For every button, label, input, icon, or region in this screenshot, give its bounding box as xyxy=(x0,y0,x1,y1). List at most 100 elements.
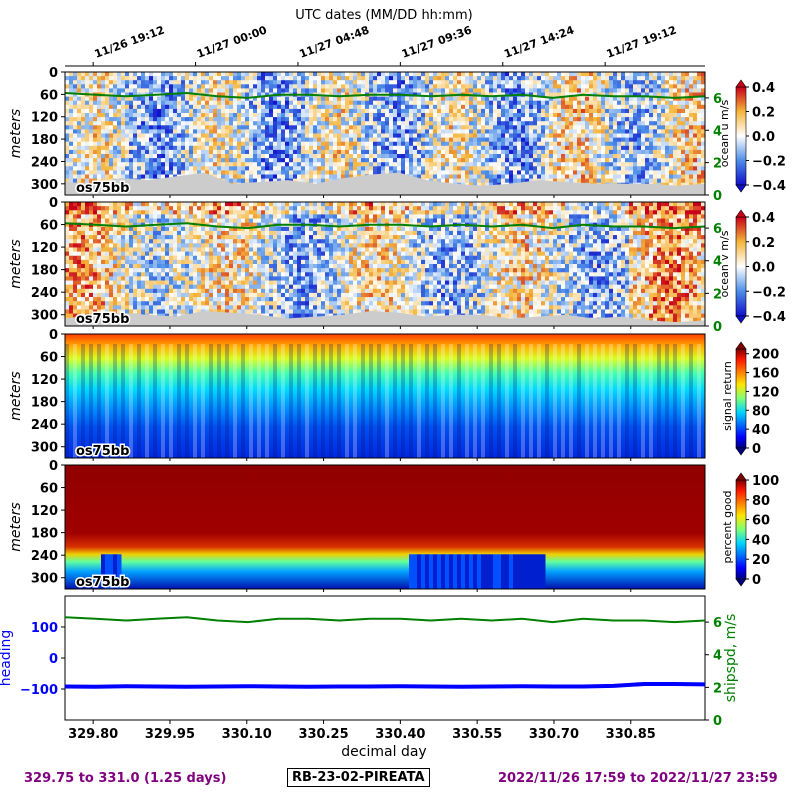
panel-u-cell xyxy=(589,84,594,89)
panel-u-cell xyxy=(641,109,646,114)
panel-u-cell xyxy=(573,125,578,130)
panel-u-cell xyxy=(489,134,494,139)
panel-u-cell xyxy=(169,142,174,147)
panel-u-cell xyxy=(341,113,346,118)
panel-u-cell xyxy=(581,134,586,139)
panel-u-cell xyxy=(125,129,130,134)
panel-v-cell xyxy=(65,235,70,240)
panel-u-cell xyxy=(397,125,402,130)
panel-u-cell xyxy=(597,84,602,89)
top-tick-label-5: 11/27 19:12 xyxy=(605,23,678,60)
panel-u-cell xyxy=(585,142,590,147)
panel-u-cell xyxy=(369,121,374,126)
panel-u-cell xyxy=(197,125,202,130)
panel-u-cell xyxy=(613,179,618,184)
panel-u-cell xyxy=(225,175,230,180)
panel-u-cell xyxy=(241,146,246,151)
panel-u-cell xyxy=(229,150,234,155)
panel-u-cell xyxy=(405,88,410,93)
panel-u-cell xyxy=(397,121,402,126)
panel-u-cell xyxy=(77,129,82,134)
panel-u-cell xyxy=(97,76,102,81)
panel-u-cell xyxy=(109,158,114,163)
panel-u-cell xyxy=(657,88,662,93)
panel-u-cell xyxy=(477,125,482,130)
panel-u-cell xyxy=(153,113,158,118)
panel-u-cell xyxy=(233,113,238,118)
panel-u-cell xyxy=(85,129,90,134)
panel-u-cell xyxy=(289,158,294,163)
panel-u-cell xyxy=(485,154,490,159)
panel-u-cell xyxy=(297,101,302,106)
panel-u-cell xyxy=(169,146,174,151)
panel-u-cell xyxy=(285,142,290,147)
panel-u-cell xyxy=(641,80,646,85)
panel-u-cell xyxy=(493,129,498,134)
panel-u-cell xyxy=(441,72,446,77)
panel-u-cell xyxy=(209,109,214,114)
panel-u-cell xyxy=(81,117,86,122)
panel-u-cell xyxy=(617,154,622,159)
panel-u-cell xyxy=(605,162,610,167)
panel-u-cell xyxy=(253,175,258,180)
panel-u-cell xyxy=(545,158,550,163)
panel-u-cell xyxy=(201,142,206,147)
panel-u-cell xyxy=(449,175,454,180)
panel-u-cell xyxy=(305,162,310,167)
panel-u-cell xyxy=(669,129,674,134)
panel-u-cell xyxy=(621,134,626,139)
panel-u-cell xyxy=(361,138,366,143)
panel-u-cell xyxy=(633,142,638,147)
panel-u-cell xyxy=(121,146,126,151)
panel-u-cell xyxy=(657,72,662,77)
panel-u-cell xyxy=(337,129,342,134)
panel-u-cell xyxy=(309,117,314,122)
panel-u-cell xyxy=(201,113,206,118)
panel-u-cell xyxy=(225,109,230,114)
panel-u-cell xyxy=(253,72,258,77)
panel-u-cell xyxy=(109,166,114,171)
panel-u-cell xyxy=(245,84,250,89)
panel-u-cell xyxy=(81,138,86,143)
panel-u-cell xyxy=(465,125,470,130)
panel-u-cell xyxy=(297,97,302,102)
panel-u-cell xyxy=(501,162,506,167)
panel-u-cell xyxy=(417,170,422,175)
panel-u-cell xyxy=(437,154,442,159)
panel-u-cell xyxy=(297,170,302,175)
panel-u-cell xyxy=(373,158,378,163)
panel-u-cell xyxy=(353,121,358,126)
panel-u-cell xyxy=(149,129,154,134)
panel-u-cell xyxy=(445,175,450,180)
panel-u-cell xyxy=(377,117,382,122)
panel-u-cell xyxy=(653,88,658,93)
panel-u-cell xyxy=(389,109,394,114)
panel-u-cell xyxy=(433,170,438,175)
panel-u-colorbar-min-arrow xyxy=(736,185,746,192)
panel-u-cell xyxy=(129,170,134,175)
panel-u-cell xyxy=(557,154,562,159)
panel-u-cell xyxy=(81,80,86,85)
panel-u-cell xyxy=(613,138,618,143)
panel-u-cell xyxy=(313,80,318,85)
panel-u-cell xyxy=(289,129,294,134)
panel-u-cell xyxy=(209,88,214,93)
panel-u-cell xyxy=(465,88,470,93)
panel-u-cell xyxy=(189,146,194,151)
panel-u-cell xyxy=(625,170,630,175)
panel-u-cell xyxy=(89,150,94,155)
panel-u-cell xyxy=(441,175,446,180)
panel-u-cell xyxy=(689,101,694,106)
panel-u-cell xyxy=(625,105,630,110)
panel-u-cell xyxy=(93,84,98,89)
panel-u-cell xyxy=(137,113,142,118)
panel-u-cell xyxy=(125,138,130,143)
panel-u-cell xyxy=(357,125,362,130)
panel-u-cell xyxy=(429,134,434,139)
panel-u-cell xyxy=(349,125,354,130)
panel-u-cell xyxy=(365,146,370,151)
panel-u-cell xyxy=(429,72,434,77)
panel-u-cell xyxy=(357,121,362,126)
panel-u-cell xyxy=(565,80,570,85)
panel-u-cell xyxy=(573,170,578,175)
